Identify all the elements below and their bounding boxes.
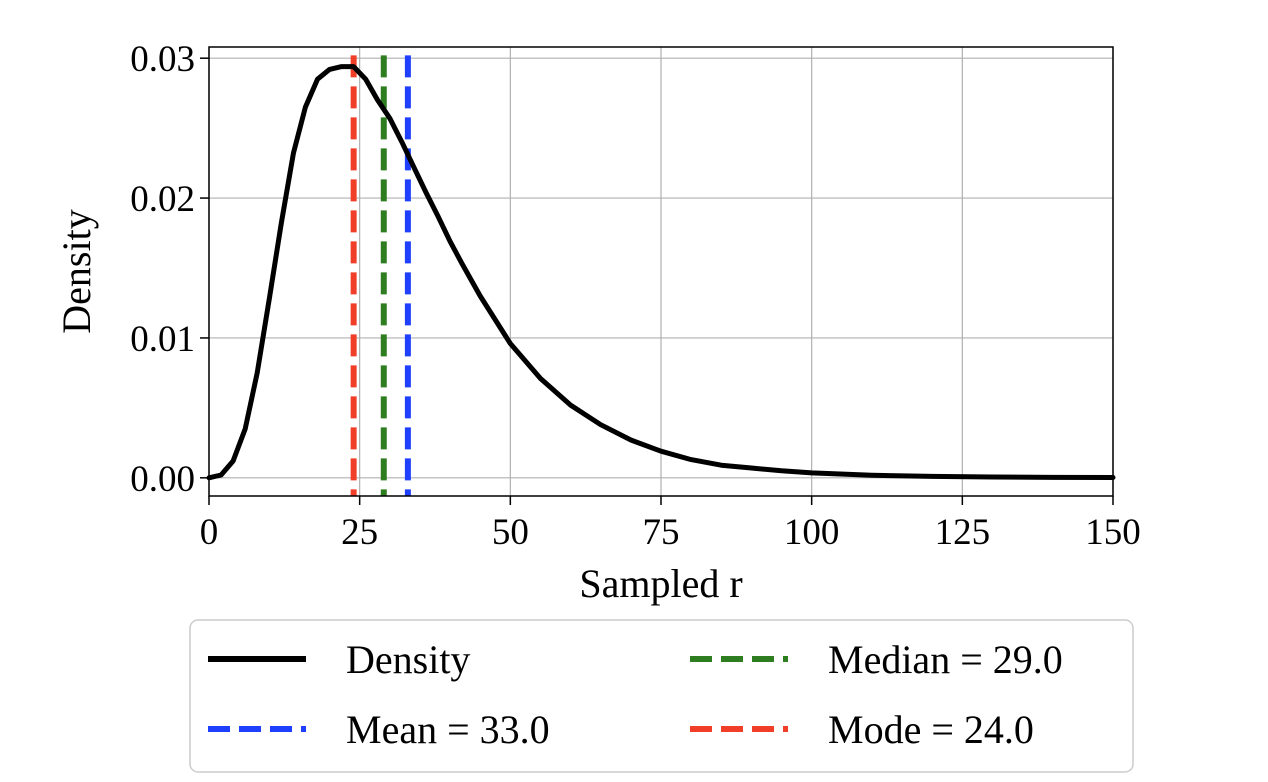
x-axis-label: Sampled r [579,561,742,606]
y-tick-label: 0.01 [130,319,195,360]
axis-ticks: 0 25 50 75 100 125 150 0.00 0.01 0.02 0.03 [130,39,1141,553]
x-tick-label: 75 [643,512,680,553]
x-tick-label: 100 [784,512,840,553]
legend-label: Mean = 33.0 [346,707,550,752]
x-tick-label: 150 [1085,512,1141,553]
y-tick-label: 0.03 [130,39,195,80]
x-tick-label: 0 [200,512,219,553]
grid [208,47,1114,496]
y-axis-label: Density [54,209,99,333]
series-lines [206,64,1116,481]
x-tick-label: 50 [492,512,529,553]
x-tick-label: 125 [935,512,991,553]
legend-label: Density [346,637,470,682]
y-tick-label: 0.02 [130,179,195,220]
legend-box [189,619,1134,773]
legend-label: Mode = 24.0 [828,707,1034,752]
legend-label: Median = 29.0 [828,637,1063,682]
x-tick-label: 25 [341,512,378,553]
legend: Density Median = 29.0 Mean = 33.0 Mode = 24… [189,619,1134,773]
y-tick-label: 0.00 [130,459,195,500]
statistic-lines [350,55,411,496]
density-curve [206,64,1116,481]
